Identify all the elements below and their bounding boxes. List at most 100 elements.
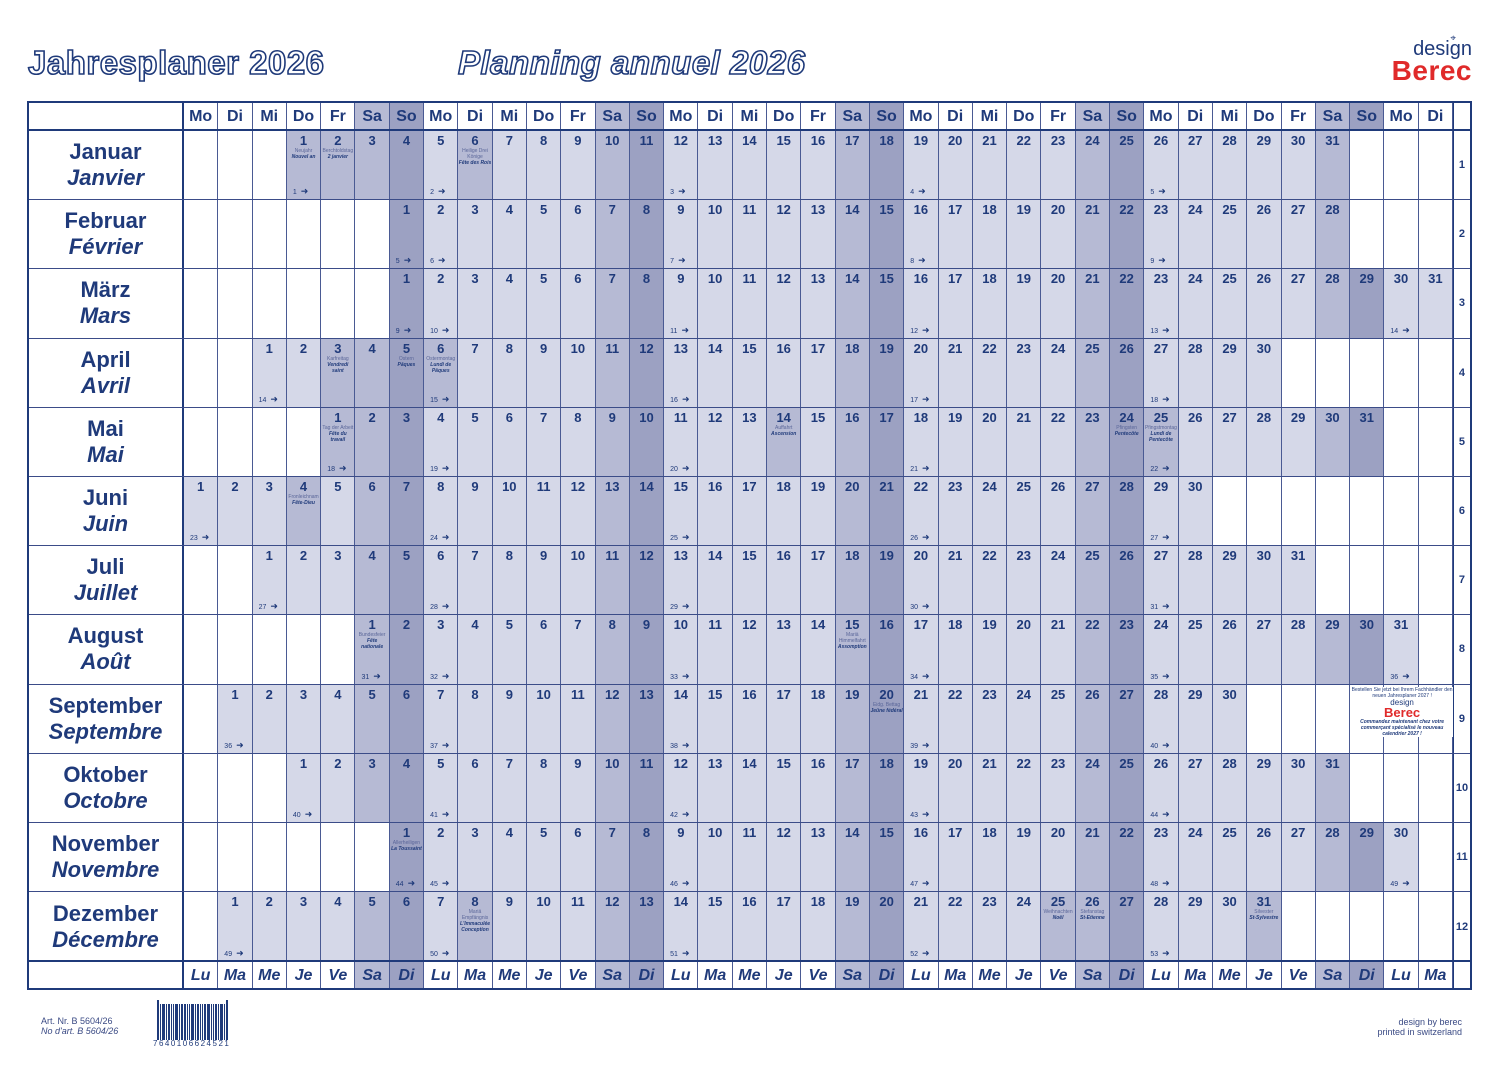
day-cell[interactable]: 2 — [389, 615, 425, 684]
day-cell[interactable]: 22 — [1041, 407, 1076, 476]
day-cell[interactable]: 24 — [1178, 823, 1213, 892]
day-cell[interactable]: 13 — [767, 615, 802, 684]
day-cell[interactable]: 15 — [732, 338, 768, 407]
day-cell[interactable]: 10 — [698, 823, 733, 892]
day-cell[interactable]: 27 — [1212, 407, 1248, 476]
day-cell[interactable]: 15 25 ➜ — [664, 477, 699, 546]
day-cell[interactable]: 26 — [1247, 269, 1282, 338]
day-cell[interactable]: 24 — [1178, 269, 1213, 338]
day-cell[interactable]: 23 — [1110, 615, 1145, 684]
day-cell[interactable]: 15 — [801, 407, 836, 476]
day-cell[interactable]: 3 — [321, 546, 356, 615]
day-cell[interactable]: 10 — [595, 131, 630, 200]
day-cell[interactable]: 19 — [835, 892, 870, 962]
day-cell[interactable]: 20 — [972, 407, 1008, 476]
day-cell[interactable]: 21 52 ➜ — [904, 892, 939, 962]
day-cell[interactable]: 3 — [252, 477, 287, 546]
day-cell[interactable]: 26 — [1110, 338, 1145, 407]
day-cell[interactable]: 8 — [526, 131, 562, 200]
day-cell[interactable]: 6 — [458, 753, 493, 822]
day-cell[interactable]: 30 — [1247, 546, 1282, 615]
day-cell[interactable]: 25 — [1007, 477, 1042, 546]
day-cell[interactable]: 3 — [458, 823, 493, 892]
day-cell[interactable]: 16 — [869, 615, 905, 684]
day-cell[interactable]: 26 — [1075, 684, 1111, 753]
day-cell[interactable]: 30 — [1315, 407, 1351, 476]
day-cell[interactable]: 5 2 ➜ — [424, 131, 459, 200]
day-cell[interactable]: 24 — [972, 477, 1008, 546]
day-cell[interactable]: 21 — [972, 131, 1008, 200]
day-cell[interactable]: 30 — [1247, 338, 1282, 407]
day-cell[interactable]: 22 — [972, 338, 1008, 407]
day-cell[interactable]: 3 — [389, 407, 425, 476]
day-cell[interactable]: 29 27 ➜ — [1144, 477, 1179, 546]
day-cell[interactable]: 17 — [767, 684, 802, 753]
day-cell[interactable]: 12 — [732, 615, 768, 684]
day-cell[interactable]: 26 44 ➜ — [1144, 753, 1179, 822]
day-cell[interactable]: 20 17 ➜ — [904, 338, 939, 407]
day-cell[interactable]: 2 — [218, 477, 253, 546]
day-cell[interactable]: 2 — [252, 892, 287, 962]
day-cell[interactable]: 30 — [1350, 615, 1385, 684]
day-cell[interactable]: 29 — [1178, 684, 1213, 753]
day-cell[interactable]: 24 35 ➜ — [1144, 615, 1179, 684]
day-cell[interactable]: 23 — [972, 892, 1008, 962]
day-cell[interactable]: 13 — [595, 477, 630, 546]
day-cell[interactable]: 14 — [835, 200, 870, 269]
day-cell[interactable]: 28 — [1281, 615, 1316, 684]
day-cell[interactable]: 6 — [389, 684, 425, 753]
day-cell[interactable]: 2 Berchtoldstag 2 janvier — [321, 131, 356, 200]
day-cell[interactable]: 29 — [1212, 546, 1248, 615]
day-cell[interactable]: 4 — [389, 753, 425, 822]
day-cell[interactable]: 24 — [1007, 684, 1042, 753]
day-cell[interactable]: 15 — [767, 753, 802, 822]
day-cell[interactable]: 16 8 ➜ — [904, 200, 939, 269]
day-cell[interactable]: 15 — [767, 131, 802, 200]
day-cell[interactable]: 10 — [561, 338, 596, 407]
day-cell[interactable]: 4 19 ➜ — [424, 407, 459, 476]
day-cell[interactable]: 7 37 ➜ — [424, 684, 459, 753]
day-cell[interactable]: 5 41 ➜ — [424, 753, 459, 822]
day-cell[interactable]: 30 — [1212, 684, 1248, 753]
day-cell[interactable]: 12 — [595, 892, 630, 962]
day-cell[interactable]: 22 — [1007, 753, 1042, 822]
day-cell[interactable]: 18 — [972, 200, 1008, 269]
day-cell[interactable]: 22 — [938, 684, 973, 753]
day-cell[interactable]: 21 — [1041, 615, 1076, 684]
day-cell[interactable]: 28 — [1212, 131, 1248, 200]
day-cell[interactable]: 14 51 ➜ — [664, 892, 699, 962]
day-cell[interactable]: 20 — [1041, 269, 1076, 338]
day-cell[interactable]: 7 — [458, 546, 493, 615]
day-cell[interactable]: 5 — [526, 269, 562, 338]
day-cell[interactable]: 21 — [1007, 407, 1042, 476]
day-cell[interactable]: 13 — [698, 131, 733, 200]
day-cell[interactable]: 19 — [1007, 823, 1042, 892]
day-cell[interactable]: 8 — [492, 338, 527, 407]
day-cell[interactable]: 25 — [1110, 753, 1145, 822]
day-cell[interactable]: 26 Stefanstag St-Etienne — [1075, 892, 1111, 962]
day-cell[interactable]: 28 — [1110, 477, 1145, 546]
day-cell[interactable]: 24 — [1178, 200, 1213, 269]
day-cell[interactable]: 17 — [835, 131, 870, 200]
day-cell[interactable]: 16 — [767, 338, 802, 407]
day-cell[interactable]: 19 43 ➜ — [904, 753, 939, 822]
day-cell[interactable]: 3 — [355, 753, 390, 822]
day-cell[interactable]: 5 — [458, 407, 493, 476]
day-cell[interactable]: 10 — [492, 477, 527, 546]
day-cell[interactable]: 8 — [595, 615, 630, 684]
day-cell[interactable]: 26 5 ➜ — [1144, 131, 1179, 200]
day-cell[interactable]: 29 — [1178, 892, 1213, 962]
day-cell[interactable]: 9 — [561, 131, 596, 200]
day-cell[interactable]: 17 — [938, 269, 973, 338]
day-cell[interactable]: 11 — [561, 684, 596, 753]
day-cell[interactable]: 8 — [526, 753, 562, 822]
day-cell[interactable]: 23 — [972, 684, 1008, 753]
day-cell[interactable]: 27 — [1247, 615, 1282, 684]
day-cell[interactable]: 5 — [526, 823, 562, 892]
day-cell[interactable]: 23 — [1041, 131, 1076, 200]
day-cell[interactable]: 27 31 ➜ — [1144, 546, 1179, 615]
day-cell[interactable]: 25 — [1212, 823, 1248, 892]
day-cell[interactable]: 20 — [938, 131, 973, 200]
day-cell[interactable]: 18 — [835, 338, 870, 407]
day-cell[interactable]: 4 — [492, 823, 527, 892]
